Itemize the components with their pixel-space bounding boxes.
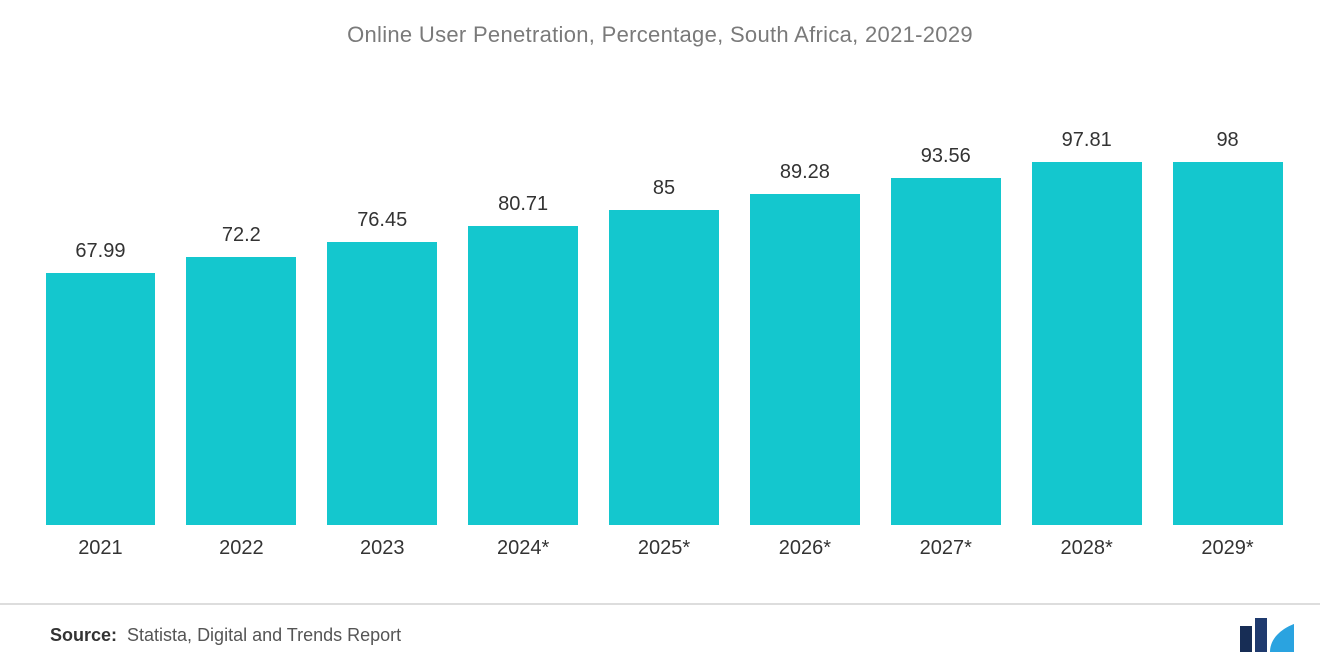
bar [891,178,1001,525]
x-axis-label: 2029* [1157,525,1298,560]
bar-value-label: 76.45 [357,209,407,232]
chart-container: Online User Penetration, Percentage, Sou… [0,0,1320,665]
bar-slot: 98 [1157,80,1298,525]
bar-value-label: 97.81 [1062,129,1112,152]
bar [1173,162,1283,525]
bar [186,257,296,525]
bar-value-label: 72.2 [222,224,261,247]
bar-value-label: 85 [653,177,675,200]
bar-value-label: 89.28 [780,161,830,184]
bar-slot: 76.45 [312,80,453,525]
logo-icon [1238,618,1296,652]
x-axis-labels: 2021202220232024*2025*2026*2027*2028*202… [30,525,1298,565]
x-axis-label: 2027* [875,525,1016,560]
bar [46,273,156,525]
bar-slot: 93.56 [875,80,1016,525]
bar-slot: 89.28 [734,80,875,525]
bar-slot: 85 [594,80,735,525]
bar-value-label: 67.99 [75,240,125,263]
bar-slot: 72.2 [171,80,312,525]
x-axis-label: 2022 [171,525,312,560]
x-axis-label: 2023 [312,525,453,560]
bar-slot: 97.81 [1016,80,1157,525]
bar-slot: 80.71 [453,80,594,525]
chart-title: Online User Penetration, Percentage, Sou… [0,0,1320,58]
x-axis-label: 2028* [1016,525,1157,560]
source-label: Source: [50,625,117,646]
brand-logo [1238,618,1296,652]
x-axis-label: 2024* [453,525,594,560]
bar [468,226,578,525]
bar [1032,162,1142,525]
x-axis-label: 2021 [30,525,171,560]
bar [609,210,719,525]
source-text: Statista, Digital and Trends Report [127,625,401,646]
bar [750,194,860,525]
source-line: Source: Statista, Digital and Trends Rep… [50,625,401,646]
bar-value-label: 98 [1216,129,1238,152]
chart-footer: Source: Statista, Digital and Trends Rep… [0,603,1320,665]
bar-slot: 67.99 [30,80,171,525]
bars-group: 67.99 72.2 76.45 80.71 85 89.28 93.56 97.81 98 [30,80,1298,525]
bar [327,242,437,526]
bar-value-label: 93.56 [921,145,971,168]
x-axis-label: 2026* [734,525,875,560]
x-axis-label: 2025* [594,525,735,560]
chart-plot-area: 67.99 72.2 76.45 80.71 85 89.28 93.56 97.81 98 2… [30,80,1298,565]
bar-value-label: 80.71 [498,193,548,216]
